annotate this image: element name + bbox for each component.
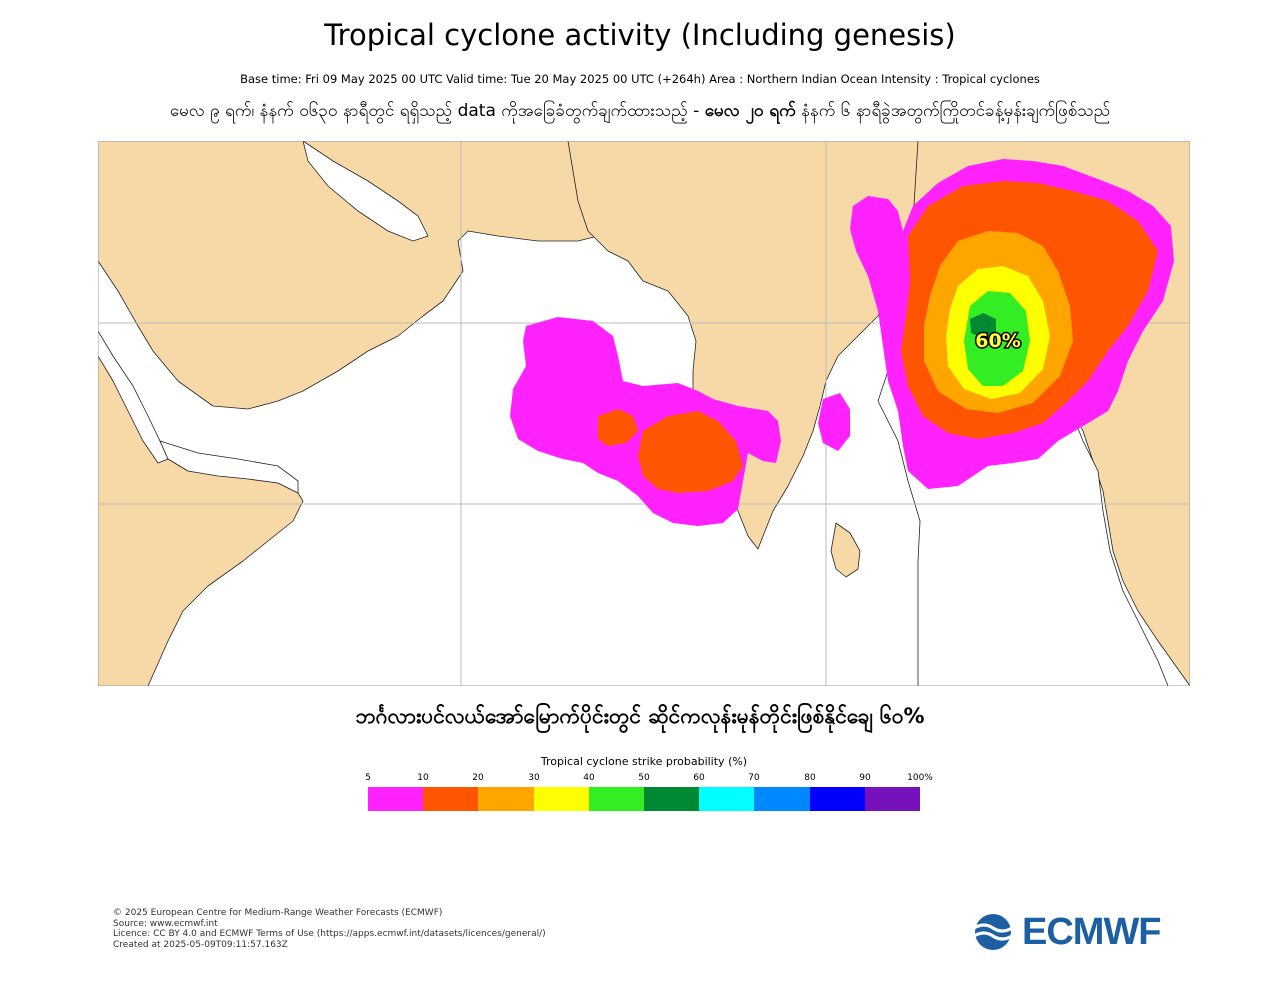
legend-tick: 70 [748,773,760,783]
bay-50pct-area [970,313,996,338]
footer-line: Source: www.ecmwf.int [113,918,218,929]
ecmwf-logo-text: ECMWF [1022,910,1162,953]
legend-swatch [533,787,589,811]
legend-ticks: 5 10 20 30 40 50 60 70 80 90 100% [365,773,933,785]
legend-tick: 20 [472,773,484,783]
legend-tick: 60 [693,773,705,783]
legend-tick: 30 [528,773,540,783]
red-sea [98,330,169,464]
legend-title: Tropical cyclone strike probability (%) [540,755,748,768]
legend-swatch [423,787,479,811]
footer-line: Created at 2025-05-09T09:11:57.163Z [113,939,288,950]
myanmar-note-date: မေလ ၂၀ ရက် [704,101,796,121]
gulf-of-aden [159,440,299,494]
legend-swatch [699,787,755,811]
west-india-coast-5pct-area [818,393,850,451]
footer-line: © 2025 European Centre for Medium-Range … [113,908,443,918]
legend-tick: 5 [365,773,371,783]
max-probability-label: 60% [975,330,1020,352]
arabian-sea-10pct-area [598,409,638,446]
bay-of-bengal-probability [850,159,1174,489]
arabian-sea-probability [510,317,850,526]
legend-tick: 10 [417,773,429,783]
footer-line: Licence: CC BY 4.0 and ECMWF Terms of Us… [113,929,546,939]
legend-swatch [368,787,424,811]
legend-tick: 90 [859,773,871,783]
legend-tick: 50 [638,773,650,783]
sri-lanka-landmass [830,522,861,578]
legend-tick: 40 [583,773,595,783]
myanmar-note-part2: နံနက် ၆ နာရီခွဲအတွက်ကြိုတင်ခန့်မှန်းချက်… [795,101,1111,121]
myanmar-note-part1: မေလ ၉ ရက်၊ နံနက် ၀၆၃၀ နာရီတွင် ရရှိသည့် … [169,101,705,121]
legend-swatch [864,787,921,811]
page-title: Tropical cyclone activity (Including gen… [324,18,956,52]
legend-swatch [588,787,645,811]
legend-swatch [478,787,534,811]
legend-color-bar [368,787,921,811]
persian-gulf [302,141,429,242]
myanmar-probability-annotation: ဘင်္ဂလားပင်လယ်အော်မြောက်ပိုင်းတွင် ဆိုင်… [355,704,925,728]
copyright-footer: © 2025 European Centre for Medium-Range … [113,908,546,950]
myanmar-forecast-note: မေလ ၉ ရက်၊ နံနက် ၀၆၃၀ နာရီတွင် ရရှိသည့် … [40,100,1240,125]
ecmwf-logo: ECMWF [968,910,1178,954]
legend-swatch [754,787,810,811]
probability-map: 60% [98,141,1190,686]
forecast-subtitle: Base time: Fri 09 May 2025 00 UTC Valid … [240,72,1040,86]
arabian-sea-10pct-area [638,411,743,493]
legend-swatch [644,787,700,811]
legend-swatch [809,787,865,811]
legend-tick: 80 [804,773,816,783]
legend-tick: 100% [907,773,933,783]
ecmwf-logo-icon [973,914,1013,950]
